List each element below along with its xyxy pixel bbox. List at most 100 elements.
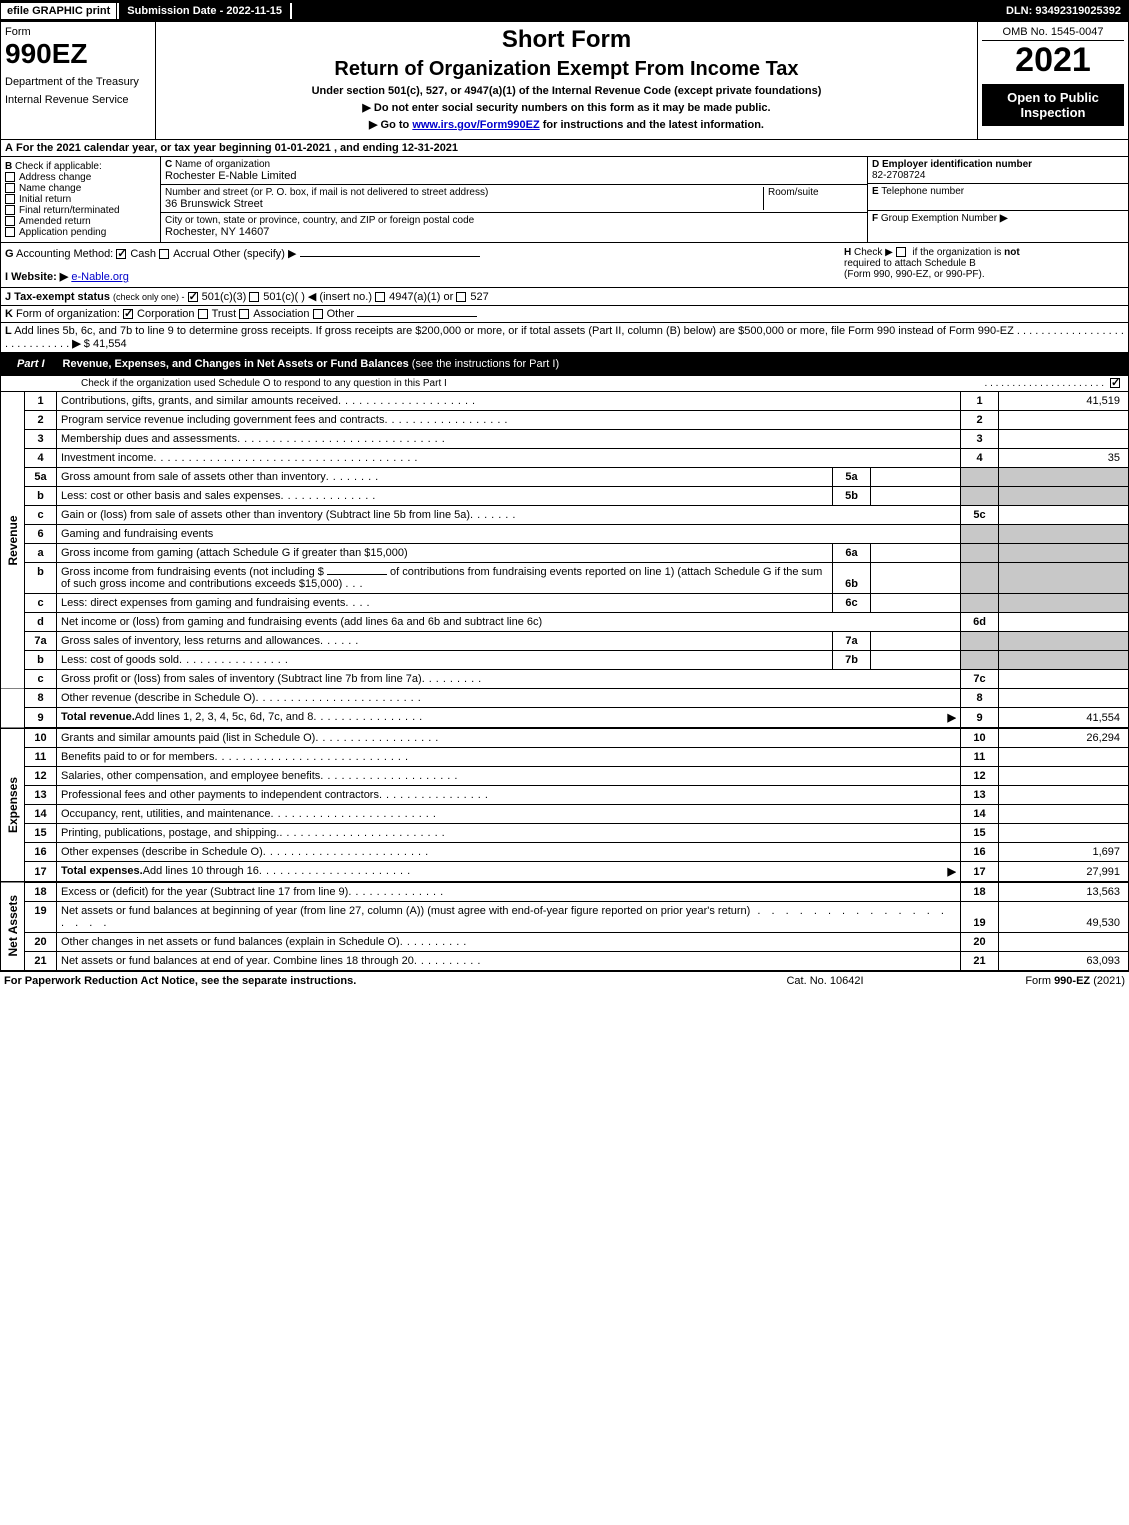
rn-6b-shaded [961, 563, 999, 594]
desc-9: Total revenue. Add lines 1, 2, 3, 4, 5c,… [57, 708, 961, 729]
desc-5c: Gain or (loss) from sale of assets other… [57, 506, 961, 525]
opt-initial: Initial return [19, 194, 71, 205]
side-rev-cont [1, 689, 25, 729]
chk-501c[interactable] [249, 292, 259, 302]
opt-pending: Application pending [19, 227, 106, 238]
part1-title: Revenue, Expenses, and Changes in Net As… [63, 358, 1122, 370]
desc-5a: Gross amount from sale of assets other t… [57, 468, 833, 487]
mv-5a [871, 468, 961, 487]
c-name-row: C Name of organization Rochester E-Nable… [161, 157, 867, 185]
chk-cash[interactable] [116, 249, 126, 259]
e-title: Telephone number [881, 186, 964, 197]
efile-print-label[interactable]: efile GRAPHIC print [0, 2, 117, 20]
j-opt2: 501(c)( ) ◀ (insert no.) [263, 291, 372, 303]
row-a-text: For the 2021 calendar year, or tax year … [16, 142, 458, 154]
line-6c: c Less: direct expenses from gaming and … [1, 594, 1129, 613]
chk-corp[interactable] [123, 309, 133, 319]
rv-6a-shaded [999, 544, 1129, 563]
desc-5b: Less: cost or other basis and sales expe… [57, 487, 833, 506]
mv-5b [871, 487, 961, 506]
line-7b: b Less: cost of goods sold..............… [1, 651, 1129, 670]
ln-6: 6 [25, 525, 57, 544]
line-6b: b Gross income from fundraising events (… [1, 563, 1129, 594]
chk-schedule-o[interactable] [1110, 378, 1120, 388]
h-text1: Check ▶ [854, 247, 893, 258]
ln-8: 8 [25, 689, 57, 708]
line-7c: c Gross profit or (loss) from sales of i… [1, 670, 1129, 689]
chk-501c3[interactable] [188, 292, 198, 302]
ln-2: 2 [25, 411, 57, 430]
k-other-blank[interactable] [357, 316, 477, 317]
chk-other-org[interactable] [313, 309, 323, 319]
part1-label: Part I [7, 356, 55, 372]
chk-name-change[interactable] [5, 183, 15, 193]
col-b-label: B [5, 161, 12, 172]
l-text: Add lines 5b, 6c, and 7b to line 9 to de… [14, 325, 1014, 337]
desc-12: Salaries, other compensation, and employ… [57, 767, 961, 786]
website-link[interactable]: e-Nable.org [71, 271, 128, 283]
line-16: 16 Other expenses (describe in Schedule … [1, 843, 1129, 862]
desc-2: Program service revenue including govern… [57, 411, 961, 430]
addr-val: 36 Brunswick Street [165, 198, 263, 210]
ln-14: 14 [25, 805, 57, 824]
g-other-blank[interactable] [300, 256, 480, 257]
ln-15: 15 [25, 824, 57, 843]
rn-9: 9 [961, 708, 999, 729]
rn-2: 2 [961, 411, 999, 430]
l-arrow: ▶ [72, 338, 80, 350]
l-amount: $ 41,554 [84, 338, 127, 350]
col-b-title: Check if applicable: [15, 161, 102, 172]
chk-pending[interactable] [5, 227, 15, 237]
chk-h[interactable] [896, 247, 906, 257]
rn-4: 4 [961, 449, 999, 468]
desc-13: Professional fees and other payments to … [57, 786, 961, 805]
rn-16: 16 [961, 843, 999, 862]
mn-6c: 6c [833, 594, 871, 613]
k-trust: Trust [212, 308, 237, 320]
rn-10: 10 [961, 728, 999, 748]
line-18: Net Assets 18 Excess or (deficit) for th… [1, 882, 1129, 902]
line-4: 4 Investment income.....................… [1, 449, 1129, 468]
c-city-row: City or town, state or province, country… [161, 213, 867, 240]
chk-527[interactable] [456, 292, 466, 302]
ln-5a: 5a [25, 468, 57, 487]
chk-accrual[interactable] [159, 249, 169, 259]
side-netassets: Net Assets [1, 882, 25, 971]
chk-initial[interactable] [5, 194, 15, 204]
h-not: not [1004, 247, 1020, 258]
blank-6b[interactable] [327, 574, 387, 575]
line-12: 12 Salaries, other compensation, and emp… [1, 767, 1129, 786]
chk-trust[interactable] [198, 309, 208, 319]
d-row: D Employer identification number 82-2708… [868, 157, 1128, 184]
chk-amended[interactable] [5, 216, 15, 226]
rv-16: 1,697 [999, 843, 1129, 862]
city-val: Rochester, NY 14607 [165, 226, 269, 238]
opt-address: Address change [19, 172, 91, 183]
rv-9: 41,554 [999, 708, 1129, 729]
ein-val: 82-2708724 [872, 170, 925, 181]
j-sub: (check only one) - [113, 292, 185, 302]
chk-address-change[interactable] [5, 172, 15, 182]
rv-1: 41,519 [999, 392, 1129, 411]
revenue-table: Revenue 1 Contributions, gifts, grants, … [0, 392, 1129, 971]
header-mid: Short Form Return of Organization Exempt… [156, 22, 978, 139]
header-right: OMB No. 1545-0047 2021 Open to Public In… [978, 22, 1128, 139]
ln-10: 10 [25, 728, 57, 748]
chk-4947[interactable] [375, 292, 385, 302]
footer-left: For Paperwork Reduction Act Notice, see … [4, 975, 725, 987]
line-21: 21 Net assets or fund balances at end of… [1, 952, 1129, 971]
f-title: Group Exemption Number [881, 213, 997, 224]
desc-7b: Less: cost of goods sold................ [57, 651, 833, 670]
chk-final[interactable] [5, 205, 15, 215]
chk-assoc[interactable] [239, 309, 249, 319]
line-7a: 7a Gross sales of inventory, less return… [1, 632, 1129, 651]
d-label: D [872, 159, 879, 170]
desc-8: Other revenue (describe in Schedule O)..… [57, 689, 961, 708]
rn-19: 19 [961, 902, 999, 933]
j-opt3: 4947(a)(1) or [389, 291, 453, 303]
dept-treasury: Department of the Treasury [5, 76, 151, 88]
ln-3: 3 [25, 430, 57, 449]
irs-link[interactable]: www.irs.gov/Form990EZ [412, 119, 539, 131]
desc-17: Total expenses. Add lines 10 through 16.… [57, 862, 961, 883]
mv-7a [871, 632, 961, 651]
